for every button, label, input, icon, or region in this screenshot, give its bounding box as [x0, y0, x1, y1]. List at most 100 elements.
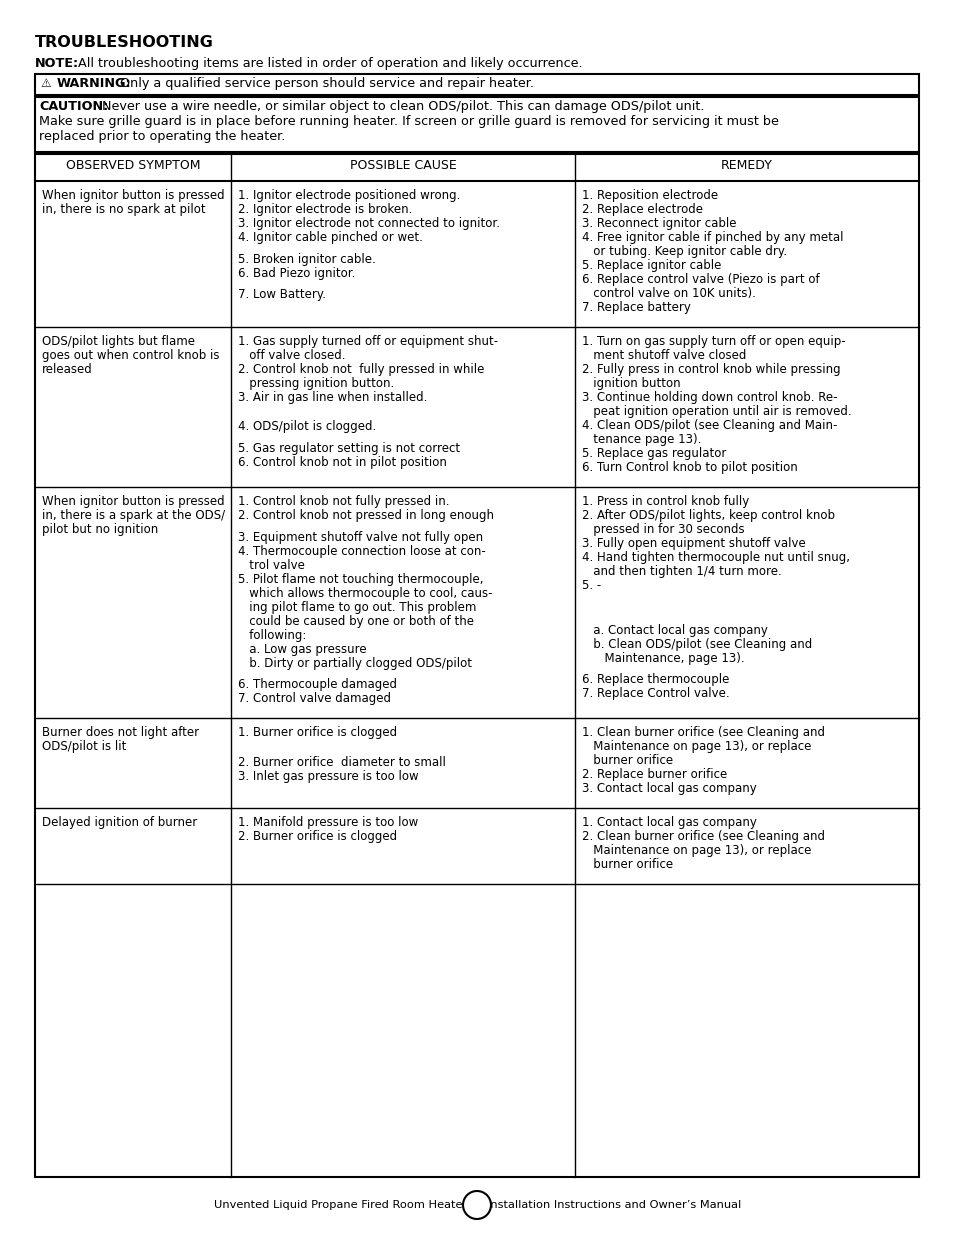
- Text: 1. Contact local gas company: 1. Contact local gas company: [581, 816, 756, 830]
- Circle shape: [462, 1191, 491, 1219]
- Text: a. Contact local gas company: a. Contact local gas company: [581, 624, 767, 637]
- Text: control valve on 10K units).: control valve on 10K units).: [581, 287, 755, 300]
- Text: ODS/pilot lights but flame: ODS/pilot lights but flame: [42, 335, 194, 348]
- Text: 6. Replace thermocouple: 6. Replace thermocouple: [581, 673, 729, 687]
- Text: 3. Contact local gas company: 3. Contact local gas company: [581, 783, 756, 795]
- Text: 5. -: 5. -: [581, 579, 600, 592]
- Text: 6. Bad Piezo ignitor.: 6. Bad Piezo ignitor.: [237, 267, 355, 279]
- Text: 1. Gas supply turned off or equipment shut-: 1. Gas supply turned off or equipment sh…: [237, 335, 497, 348]
- Text: tenance page 13).: tenance page 13).: [581, 433, 700, 446]
- Text: in, there is no spark at pilot: in, there is no spark at pilot: [42, 203, 206, 216]
- Text: 6. Thermocouple damaged: 6. Thermocouple damaged: [237, 678, 396, 692]
- Text: 1. Burner orifice is clogged: 1. Burner orifice is clogged: [237, 726, 396, 740]
- Text: 4. Ignitor cable pinched or wet.: 4. Ignitor cable pinched or wet.: [237, 231, 422, 245]
- Text: All troubleshooting items are listed in order of operation and likely occurrence: All troubleshooting items are listed in …: [78, 57, 582, 70]
- Text: POSSIBLE CAUSE: POSSIBLE CAUSE: [349, 159, 456, 172]
- Text: 4. Thermocouple connection loose at con-: 4. Thermocouple connection loose at con-: [237, 545, 485, 558]
- Text: burner orifice: burner orifice: [581, 755, 673, 767]
- Text: 7. Replace battery: 7. Replace battery: [581, 301, 690, 314]
- Text: ODS/pilot is lit: ODS/pilot is lit: [42, 741, 126, 753]
- Text: pilot but no ignition: pilot but no ignition: [42, 522, 158, 536]
- Text: 5. Pilot flame not touching thermocouple,: 5. Pilot flame not touching thermocouple…: [237, 573, 483, 585]
- Text: 3. Fully open equipment shutoff valve: 3. Fully open equipment shutoff valve: [581, 537, 805, 550]
- FancyBboxPatch shape: [35, 98, 918, 152]
- FancyBboxPatch shape: [35, 74, 918, 95]
- Text: 3. Equipment shutoff valve not fully open: 3. Equipment shutoff valve not fully ope…: [237, 531, 482, 543]
- Text: b. Dirty or partially clogged ODS/pilot: b. Dirty or partially clogged ODS/pilot: [237, 657, 472, 669]
- Text: could be caused by one or both of the: could be caused by one or both of the: [237, 615, 474, 627]
- Text: 2. After ODS/pilot lights, keep control knob: 2. After ODS/pilot lights, keep control …: [581, 509, 834, 522]
- Text: 2. Fully press in control knob while pressing: 2. Fully press in control knob while pre…: [581, 363, 840, 375]
- Text: Maintenance on page 13), or replace: Maintenance on page 13), or replace: [581, 845, 810, 857]
- Text: 1. Manifold pressure is too low: 1. Manifold pressure is too low: [237, 816, 417, 830]
- Text: 4. ODS/pilot is clogged.: 4. ODS/pilot is clogged.: [237, 420, 375, 433]
- Text: TROUBLESHOOTING: TROUBLESHOOTING: [35, 35, 213, 49]
- Text: 6. Turn Control knob to pilot position: 6. Turn Control knob to pilot position: [581, 461, 797, 474]
- Text: a. Low gas pressure: a. Low gas pressure: [237, 642, 366, 656]
- Text: REMEDY: REMEDY: [720, 159, 772, 172]
- Text: peat ignition operation until air is removed.: peat ignition operation until air is rem…: [581, 405, 851, 417]
- Text: Delayed ignition of burner: Delayed ignition of burner: [42, 816, 197, 830]
- Text: 2. Control knob not  fully pressed in while: 2. Control knob not fully pressed in whi…: [237, 363, 484, 375]
- Text: following:: following:: [237, 629, 306, 642]
- Text: 2. Replace electrode: 2. Replace electrode: [581, 203, 702, 216]
- Text: b. Clean ODS/pilot (see Cleaning and: b. Clean ODS/pilot (see Cleaning and: [581, 637, 811, 651]
- Text: Maintenance on page 13), or replace: Maintenance on page 13), or replace: [581, 741, 810, 753]
- Text: 2. Clean burner orifice (see Cleaning and: 2. Clean burner orifice (see Cleaning an…: [581, 830, 824, 844]
- Text: 3. Ignitor electrode not connected to ignitor.: 3. Ignitor electrode not connected to ig…: [237, 217, 499, 230]
- Text: 6. Replace control valve (Piezo is part of: 6. Replace control valve (Piezo is part …: [581, 273, 819, 287]
- Text: OBSERVED SYMPTOM: OBSERVED SYMPTOM: [66, 159, 200, 172]
- Text: Only a qualified service person should service and repair heater.: Only a qualified service person should s…: [120, 77, 534, 90]
- Text: 4. Clean ODS/pilot (see Cleaning and Main-: 4. Clean ODS/pilot (see Cleaning and Mai…: [581, 419, 837, 432]
- Text: Burner does not light after: Burner does not light after: [42, 726, 199, 740]
- Text: 7. Control valve damaged: 7. Control valve damaged: [237, 693, 391, 705]
- Text: 5. Replace gas regulator: 5. Replace gas regulator: [581, 447, 725, 459]
- Text: 2. Ignitor electrode is broken.: 2. Ignitor electrode is broken.: [237, 203, 412, 216]
- Text: 2. Replace burner orifice: 2. Replace burner orifice: [581, 768, 726, 782]
- Text: in, there is a spark at the ODS/: in, there is a spark at the ODS/: [42, 509, 225, 522]
- Text: WARNING:: WARNING:: [57, 77, 132, 90]
- Text: 3. Air in gas line when installed.: 3. Air in gas line when installed.: [237, 391, 427, 404]
- Text: 2. Burner orifice is clogged: 2. Burner orifice is clogged: [237, 830, 396, 844]
- Text: 3. Continue holding down control knob. Re-: 3. Continue holding down control knob. R…: [581, 391, 837, 404]
- Text: replaced prior to operating the heater.: replaced prior to operating the heater.: [39, 130, 285, 143]
- Text: 2. Control knob not pressed in long enough: 2. Control knob not pressed in long enou…: [237, 509, 494, 522]
- Text: pressed in for 30 seconds: pressed in for 30 seconds: [581, 522, 744, 536]
- Text: 5. Replace ignitor cable: 5. Replace ignitor cable: [581, 259, 720, 272]
- Text: ment shutoff valve closed: ment shutoff valve closed: [581, 350, 745, 362]
- Text: 7. Low Battery.: 7. Low Battery.: [237, 289, 326, 301]
- Text: released: released: [42, 363, 92, 375]
- Text: pressing ignition button.: pressing ignition button.: [237, 377, 394, 390]
- Text: 1. Ignitor electrode positioned wrong.: 1. Ignitor electrode positioned wrong.: [237, 189, 460, 203]
- Text: NOTE:: NOTE:: [35, 57, 79, 70]
- Text: 1. Turn on gas supply turn off or open equip-: 1. Turn on gas supply turn off or open e…: [581, 335, 844, 348]
- Text: ing pilot flame to go out. This problem: ing pilot flame to go out. This problem: [237, 600, 476, 614]
- Text: When ignitor button is pressed: When ignitor button is pressed: [42, 495, 224, 508]
- Text: burner orifice: burner orifice: [581, 858, 673, 872]
- Text: and then tighten 1/4 turn more.: and then tighten 1/4 turn more.: [581, 564, 781, 578]
- Text: ignition button: ignition button: [581, 377, 679, 390]
- Text: 4. Hand tighten thermocouple nut until snug,: 4. Hand tighten thermocouple nut until s…: [581, 551, 849, 564]
- Text: 5. Broken ignitor cable.: 5. Broken ignitor cable.: [237, 253, 375, 266]
- Text: 1. Clean burner orifice (see Cleaning and: 1. Clean burner orifice (see Cleaning an…: [581, 726, 824, 740]
- Text: trol valve: trol valve: [237, 558, 305, 572]
- Text: or tubing. Keep ignitor cable dry.: or tubing. Keep ignitor cable dry.: [581, 245, 786, 258]
- Text: 1. Control knob not fully pressed in.: 1. Control knob not fully pressed in.: [237, 495, 449, 508]
- Text: 4. Free ignitor cable if pinched by any metal: 4. Free ignitor cable if pinched by any …: [581, 231, 842, 245]
- Text: 6. Control knob not in pilot position: 6. Control knob not in pilot position: [237, 456, 446, 469]
- Text: CAUTION:: CAUTION:: [39, 100, 108, 112]
- Text: Never use a wire needle, or similar object to clean ODS/pilot. This can damage O: Never use a wire needle, or similar obje…: [102, 100, 703, 112]
- Text: Unvented Liquid Propane Fired Room Heater: Unvented Liquid Propane Fired Room Heate…: [213, 1200, 467, 1210]
- Text: 2. Burner orifice  diameter to small: 2. Burner orifice diameter to small: [237, 756, 445, 769]
- Text: 5. Gas regulator setting is not correct: 5. Gas regulator setting is not correct: [237, 442, 459, 456]
- Text: 3. Reconnect ignitor cable: 3. Reconnect ignitor cable: [581, 217, 736, 230]
- Text: 1. Reposition electrode: 1. Reposition electrode: [581, 189, 718, 203]
- Text: goes out when control knob is: goes out when control knob is: [42, 350, 219, 362]
- Text: 3. Inlet gas pressure is too low: 3. Inlet gas pressure is too low: [237, 769, 418, 783]
- Text: 7. Replace Control valve.: 7. Replace Control valve.: [581, 688, 729, 700]
- Text: 1. Press in control knob fully: 1. Press in control knob fully: [581, 495, 748, 508]
- Text: Make sure grille guard is in place before running heater. If screen or grille gu: Make sure grille guard is in place befor…: [39, 115, 778, 128]
- FancyBboxPatch shape: [35, 154, 918, 1177]
- Text: which allows thermocouple to cool, caus-: which allows thermocouple to cool, caus-: [237, 587, 492, 600]
- Text: Installation Instructions and Owner’s Manual: Installation Instructions and Owner’s Ma…: [486, 1200, 740, 1210]
